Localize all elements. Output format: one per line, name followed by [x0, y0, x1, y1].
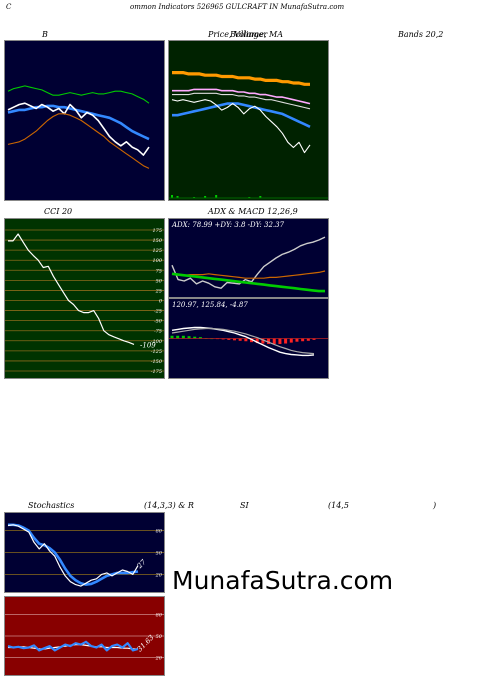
- price_volume_ma-volume-bar: [171, 195, 173, 198]
- macd-histogram-bar: [272, 338, 276, 344]
- cci-tick-label: 125: [152, 248, 162, 254]
- macd-histogram-bar: [306, 338, 310, 341]
- bollinger-series-line: [7, 104, 150, 141]
- cci-tick-label: -100: [151, 339, 163, 345]
- price_volume_ma-series-line: [172, 92, 311, 110]
- rsi-tick-label: 20: [155, 656, 163, 662]
- macd-histogram-bar: [267, 338, 271, 344]
- bollinger-frame: [4, 40, 165, 201]
- macd-values-text: 120.97, 125.84, -4.87: [172, 301, 248, 309]
- cci-tick-label: -25: [154, 309, 162, 315]
- adx-chart: ADX: 78.99 +DY: 3.8 -DY: 32.37: [168, 218, 329, 298]
- cci-tick-label: -75: [154, 329, 162, 335]
- stochastics-series-line: [7, 524, 139, 587]
- label-si: SI: [240, 501, 249, 510]
- label-adx-macd: ADX & MACD 12,26,9: [208, 207, 298, 216]
- price_volume_ma-volume-bar: [259, 196, 262, 198]
- macd-histogram-bar: [238, 338, 242, 341]
- macd-histogram-bar: [176, 335, 180, 339]
- macd-histogram-bar: [261, 338, 265, 344]
- cci-last-value: -109: [140, 341, 156, 349]
- price_volume_ma-volume-bar: [204, 196, 207, 198]
- label-cci: CCI 20: [44, 207, 73, 216]
- macd-histogram-bar: [255, 338, 259, 344]
- macd-histogram-bar: [198, 337, 202, 339]
- price_volume_ma-series-line: [172, 70, 310, 86]
- macd-series-line: [171, 326, 315, 357]
- cci-tick-label: 75: [156, 268, 162, 274]
- label-rsi-close: ): [433, 501, 437, 510]
- price_volume_ma-volume-bar: [215, 195, 218, 198]
- cci-tick-label: -150: [151, 359, 163, 365]
- cci-tick-label: 175: [152, 228, 162, 234]
- label-rsi-params: (14,5: [328, 501, 349, 510]
- cci-tick-label: -50: [154, 319, 163, 325]
- bollinger-series-line: [7, 113, 150, 169]
- macd-histogram-bar: [187, 336, 191, 339]
- macd-histogram-bar: [295, 338, 299, 342]
- cci-tick-label: -175: [151, 369, 162, 375]
- rsi-tick-label: 50: [156, 634, 163, 640]
- price-volume-ma-chart: [168, 40, 329, 201]
- bollinger-chart: [4, 40, 165, 201]
- bollinger-series-line: [7, 85, 150, 104]
- macd-histogram-bar: [284, 338, 288, 344]
- adx-series-line: [171, 236, 326, 289]
- rsi-series-line: [7, 640, 139, 652]
- macd-histogram-bar: [181, 335, 185, 339]
- header-title: ommon Indicators 526965 GULCRAFT IN Muna…: [130, 3, 345, 11]
- stochastics-tick-label: 20: [155, 572, 163, 578]
- macd-histogram-bar: [193, 336, 197, 339]
- price_volume_ma-series-line: [172, 88, 311, 105]
- label-price-overlay: Bollinger: [230, 30, 268, 39]
- cci-tick-label: 150: [152, 238, 162, 244]
- label-b: B: [42, 30, 48, 39]
- macd-histogram-bar: [312, 338, 316, 340]
- adx-values-text: ADX: 78.99 +DY: 3.8 -DY: 32.37: [171, 221, 285, 229]
- adx-series-line: [171, 272, 325, 293]
- cci-chart: 175 150 125 100 75 50 25 0 -25 -50 -75 -100 -125 -150…: [4, 218, 165, 379]
- macd-histogram-bar: [278, 338, 282, 344]
- cci-series-line: [8, 233, 135, 345]
- rsi-tick-label: 80: [156, 612, 163, 618]
- label-stoch-params: (14,3,3) & R: [144, 501, 194, 510]
- watermark: MunafaSutra.com: [172, 566, 394, 595]
- cci-tick-label: -125: [151, 349, 162, 355]
- stochastics-tick-label: 50: [156, 551, 163, 557]
- macd-histogram-bar: [227, 338, 231, 340]
- macd-chart: 120.97, 125.84, -4.87: [168, 298, 329, 379]
- price_volume_ma-volume-bar: [176, 196, 179, 198]
- macd-histogram-bar: [170, 335, 174, 339]
- cci-tick-label: 100: [152, 258, 162, 264]
- adx-series-line: [171, 270, 326, 279]
- stochastics-tick-label: 80: [156, 529, 163, 535]
- header-c: C: [6, 3, 12, 11]
- price_volume_ma-series-line: [171, 99, 311, 154]
- adx-frame: [168, 218, 329, 298]
- macd-histogram-bar: [250, 338, 254, 343]
- macd-histogram-bar: [221, 338, 225, 340]
- price_volume_ma-frame: [168, 40, 329, 201]
- cci-frame: [4, 218, 165, 379]
- label-stochastics: Stochastics: [28, 501, 75, 510]
- label-price-ma: Price, Volume, MA: [208, 30, 284, 39]
- cci-tick-label: 50: [156, 278, 163, 284]
- cci-tick-label: 25: [155, 288, 162, 294]
- cci-tick-label: 0: [159, 299, 163, 305]
- macd-histogram-bar: [301, 338, 305, 342]
- bollinger-series-line: [7, 102, 150, 156]
- macd-histogram-bar: [232, 338, 236, 341]
- price_volume_ma-series-line: [172, 102, 311, 128]
- label-bands: Bands 20,2: [398, 30, 444, 39]
- macd-histogram-bar: [289, 338, 293, 343]
- macd-histogram-bar: [244, 338, 248, 342]
- macd-series-line: [171, 327, 315, 355]
